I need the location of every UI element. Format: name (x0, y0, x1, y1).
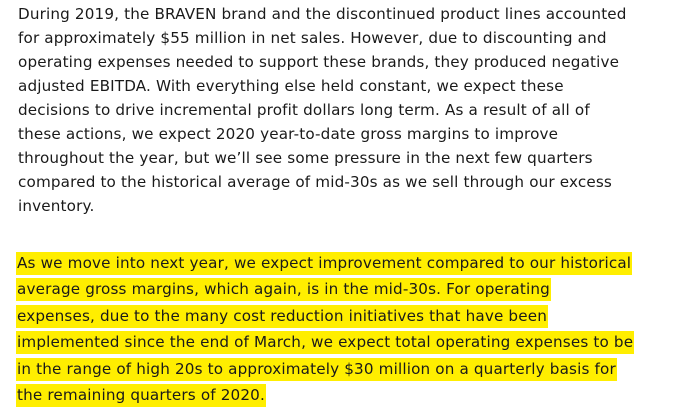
paragraph-line: adjusted EBITDA. With everything else he… (18, 77, 564, 95)
highlighted-line: average gross margins, which again, is i… (16, 278, 551, 302)
paragraph-line: for approximately $55 million in net sal… (18, 29, 607, 47)
highlighted-line: implemented since the end of March, we e… (16, 331, 635, 355)
highlighted-line-wrap: expenses, due to the many cost reduction… (16, 303, 634, 329)
highlighted-paragraph: As we move into next year, we expect imp… (16, 250, 635, 408)
highlighted-line: in the range of high 20s to approximatel… (16, 357, 617, 381)
highlighted-line: As we move into next year, we expect imp… (16, 252, 633, 275)
paragraph-line: compared to the historical average of mi… (18, 173, 612, 191)
highlighted-line-wrap: implemented since the end of March, we e… (16, 329, 635, 355)
highlighted-line-wrap: average gross margins, which again, is i… (16, 276, 634, 302)
paragraph-line: inventory. (18, 197, 95, 215)
paragraph-line: During 2019, the BRAVEN brand and the di… (18, 5, 627, 23)
highlighted-line: expenses, due to the many cost reduction… (16, 304, 548, 328)
highlighted-line: the remaining quarters of 2020. (16, 383, 266, 407)
highlighted-line-wrap: As we move into next year, we expect imp… (16, 250, 634, 276)
paragraph-line: operating expenses needed to support the… (18, 53, 620, 71)
paragraph-line: these actions, we expect 2020 year-to-da… (18, 125, 559, 143)
paragraph-1: During 2019, the BRAVEN brand and the di… (18, 2, 627, 218)
highlighted-line-wrap: in the range of high 20s to approximatel… (16, 356, 634, 382)
highlighted-line-wrap: the remaining quarters of 2020. (16, 382, 634, 408)
paragraph-line: throughout the year, but we’ll see some … (18, 149, 593, 167)
paragraph-line: decisions to drive incremental profit do… (18, 101, 590, 119)
